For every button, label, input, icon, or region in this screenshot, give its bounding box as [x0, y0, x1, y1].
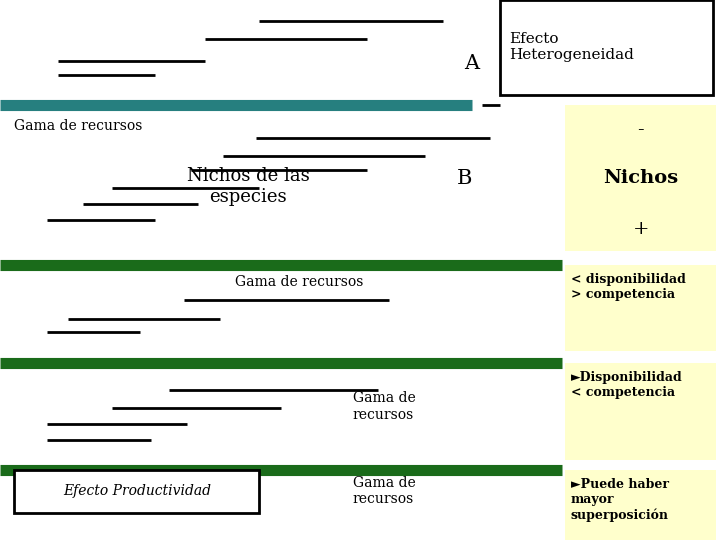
Text: Efecto
Heterogeneidad: Efecto Heterogeneidad — [509, 32, 634, 62]
Text: < disponibilidad
> competencia: < disponibilidad > competencia — [571, 273, 686, 301]
Text: Nichos: Nichos — [603, 169, 678, 187]
Text: -: - — [637, 122, 644, 139]
FancyBboxPatch shape — [565, 105, 716, 251]
Text: B: B — [457, 168, 472, 188]
Text: Gama de recursos: Gama de recursos — [235, 275, 363, 289]
FancyBboxPatch shape — [565, 363, 716, 460]
Text: Gama de recursos: Gama de recursos — [14, 119, 143, 133]
Text: ►Disponibilidad
< competencia: ►Disponibilidad < competencia — [571, 371, 683, 399]
Text: ►Puede haber
mayor
superposición: ►Puede haber mayor superposición — [571, 478, 669, 522]
Text: A: A — [464, 54, 480, 73]
Text: Efecto Productividad: Efecto Productividad — [63, 484, 211, 498]
FancyBboxPatch shape — [500, 0, 713, 94]
FancyBboxPatch shape — [565, 470, 716, 540]
FancyBboxPatch shape — [14, 470, 259, 513]
Text: Gama de
recursos: Gama de recursos — [353, 392, 415, 422]
Text: Nichos de las
especies: Nichos de las especies — [187, 167, 310, 206]
Text: +: + — [633, 220, 649, 238]
Text: Gama de
recursos: Gama de recursos — [353, 476, 415, 507]
FancyBboxPatch shape — [565, 265, 716, 351]
